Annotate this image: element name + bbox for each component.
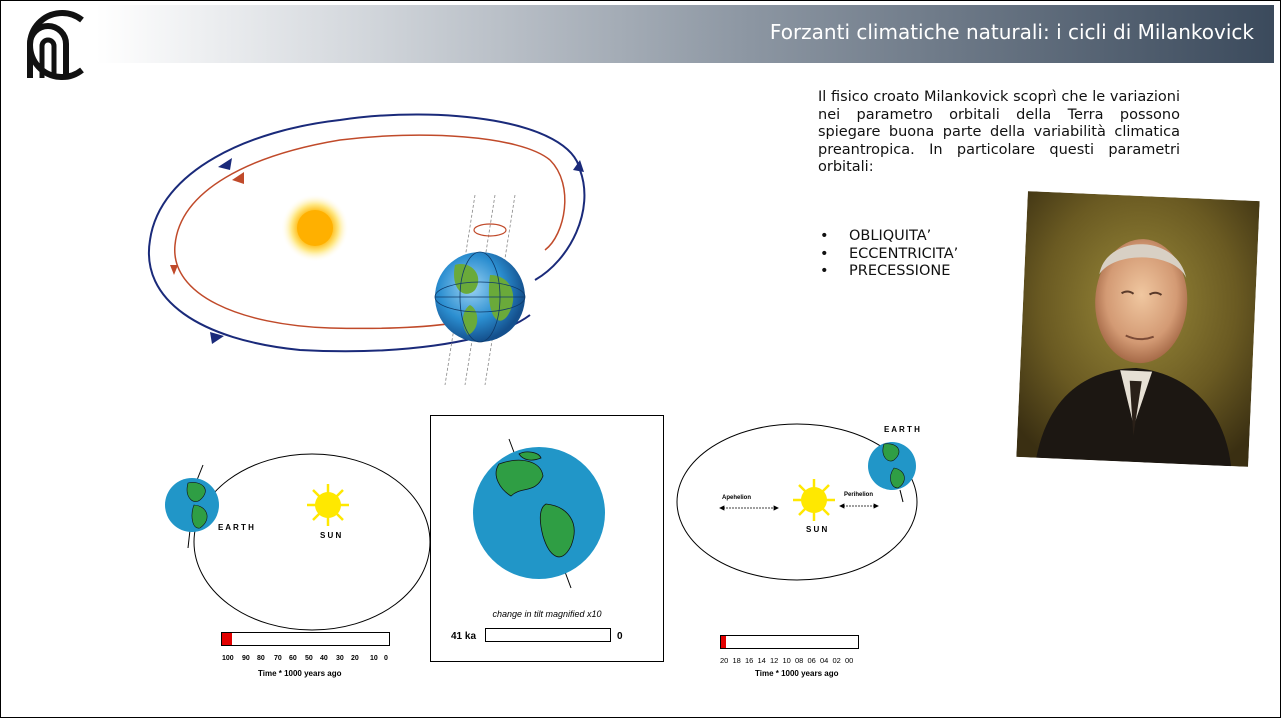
tick-label: 0 bbox=[384, 655, 388, 662]
tilt-caption: change in tilt magnified x10 bbox=[492, 609, 602, 619]
tick-label: 16 bbox=[745, 656, 754, 665]
tick-label: 06 bbox=[807, 656, 816, 665]
tick-label: 14 bbox=[757, 656, 766, 665]
precession-timeline-bar bbox=[720, 635, 859, 649]
precession-diagram: E A R T H S U N Apehelion Perihelion bbox=[676, 423, 920, 581]
timeline-progress bbox=[222, 633, 233, 645]
earth-label: E A R T H bbox=[884, 425, 920, 434]
tick-label: 30 bbox=[336, 655, 344, 662]
tick-label: 20 bbox=[720, 656, 729, 665]
parameter-item: ECCENTRICITA’ bbox=[818, 246, 958, 264]
timeline-caption: Time * 1000 years ago bbox=[755, 669, 839, 678]
tick-label: 100 bbox=[222, 655, 234, 662]
parameter-item: OBLIQUITA’ bbox=[818, 228, 958, 246]
orbit-illustration bbox=[147, 113, 586, 386]
earth-label: E A R T H bbox=[218, 523, 254, 532]
tick-label: 04 bbox=[820, 656, 829, 665]
tilt-start-label: 41 ka bbox=[451, 631, 477, 642]
slide-title: Forzanti climatiche naturali: i cicli di… bbox=[769, 20, 1254, 44]
eccentricity-diagram: E A R T H S U N bbox=[165, 453, 431, 631]
parameter-item: PRECESSIONE bbox=[818, 263, 958, 281]
obliquity-panel: change in tilt magnified x10 41 ka 0 bbox=[430, 415, 664, 662]
tick-label: 18 bbox=[732, 656, 741, 665]
tick-label: 10 bbox=[370, 655, 378, 662]
tick-label: 50 bbox=[305, 655, 313, 662]
tick-label: 20 bbox=[351, 655, 359, 662]
obliquity-timeline-bar bbox=[485, 628, 611, 642]
intro-paragraph: Il fisico croato Milankovick scoprì che … bbox=[818, 89, 1180, 175]
timeline-progress bbox=[721, 636, 727, 648]
milankovic-portrait bbox=[1016, 191, 1260, 467]
tick-label: 10 bbox=[782, 656, 791, 665]
tick-label: 80 bbox=[257, 655, 265, 662]
tilted-earth bbox=[473, 438, 605, 589]
tick-label: 60 bbox=[289, 655, 297, 662]
sun-label: S U N bbox=[320, 531, 342, 540]
timeline-caption: Time * 1000 years ago bbox=[258, 669, 342, 678]
tick-label: 00 bbox=[845, 656, 854, 665]
tick-label: 90 bbox=[242, 655, 250, 662]
cnr-logo bbox=[27, 10, 84, 80]
tilt-end-label: 0 bbox=[617, 631, 623, 642]
sun-label: S U N bbox=[806, 525, 828, 534]
perihelion-label: Perihelion bbox=[844, 492, 873, 498]
eccentricity-timeline-bar bbox=[221, 632, 390, 646]
tick-label: 40 bbox=[320, 655, 328, 662]
aphelion-label: Apehelion bbox=[722, 495, 751, 501]
tick-label: 02 bbox=[832, 656, 841, 665]
header-bar: Forzanti climatiche naturali: i cicli di… bbox=[96, 5, 1274, 63]
tick-label: 08 bbox=[795, 656, 804, 665]
tick-label: 12 bbox=[770, 656, 779, 665]
tick-label: 70 bbox=[274, 655, 282, 662]
parameters-list: OBLIQUITA’ ECCENTRICITA’ PRECESSIONE bbox=[818, 228, 958, 281]
